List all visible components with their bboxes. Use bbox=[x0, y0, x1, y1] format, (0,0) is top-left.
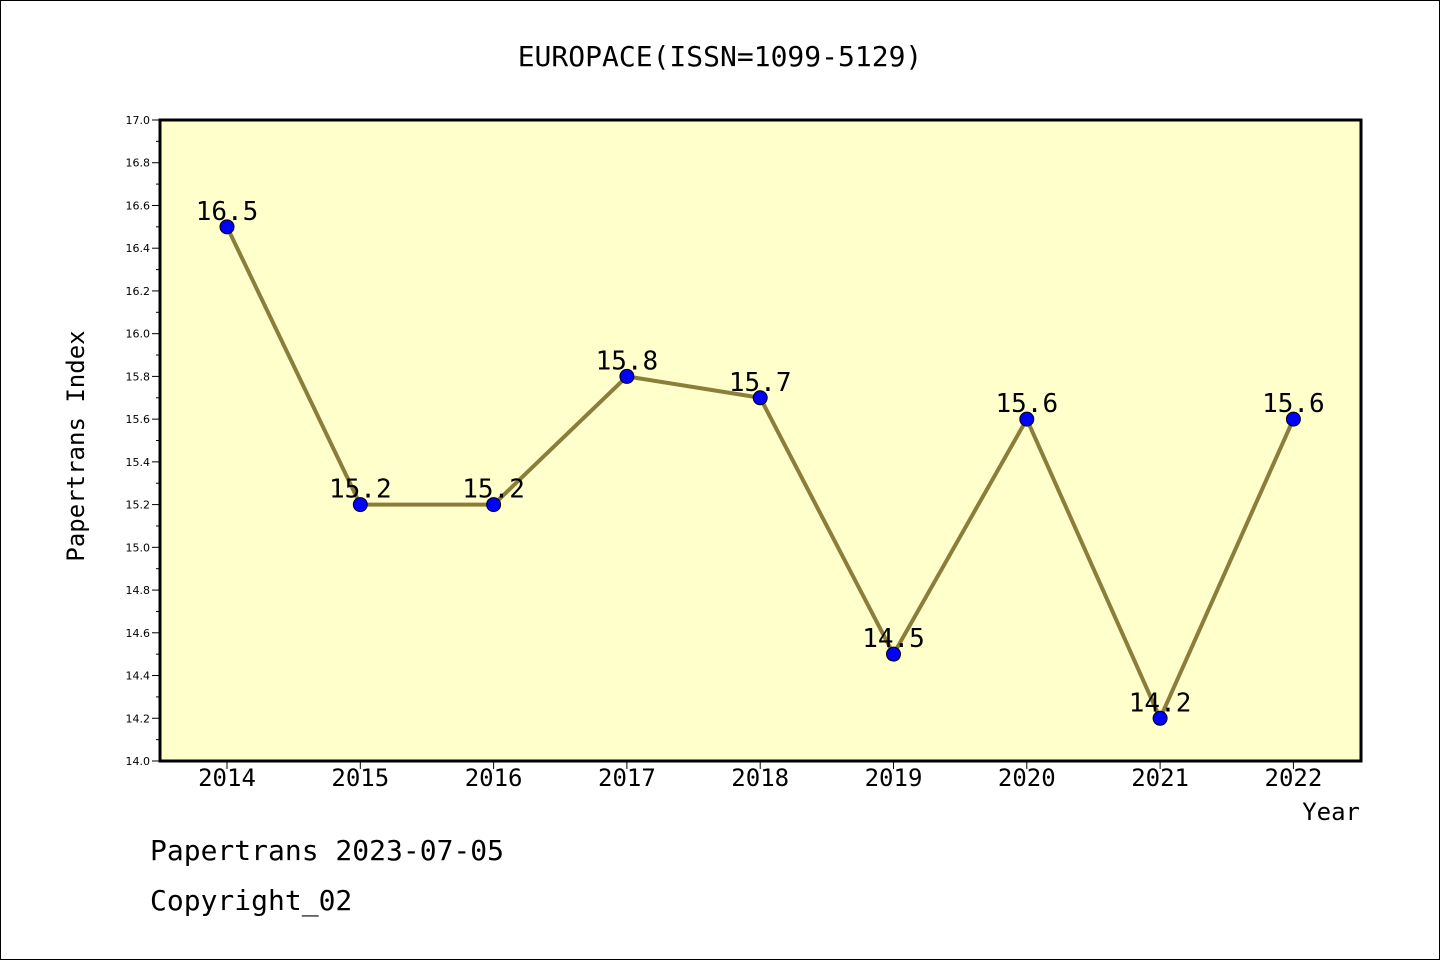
x-tick-label: 2021 bbox=[1131, 764, 1189, 792]
data-point bbox=[1285, 411, 1301, 427]
x-tick-label: 2018 bbox=[731, 764, 789, 792]
data-label: 15.7 bbox=[729, 368, 792, 398]
y-tick-label: 16.8 bbox=[126, 157, 151, 170]
y-tick-label: 14.6 bbox=[126, 627, 151, 640]
data-label: 14.2 bbox=[1129, 688, 1192, 718]
y-tick-label: 14.0 bbox=[126, 755, 151, 768]
x-axis-label: Year bbox=[1302, 798, 1360, 826]
x-tick-label: 2017 bbox=[598, 764, 656, 792]
plot-area bbox=[158, 118, 1363, 763]
data-label: 15.6 bbox=[1262, 389, 1325, 419]
x-axis: 2014 2015 2016 2017 2018 2019 2020 2021 2022 bbox=[198, 761, 1322, 792]
x-tick-label: 2015 bbox=[331, 764, 389, 792]
chart-title: EUROPACE(ISSN=1099-5129) bbox=[518, 40, 923, 73]
y-tick-label: 17.0 bbox=[126, 114, 151, 127]
y-tick-label: 14.4 bbox=[126, 670, 151, 683]
y-tick-label: 14.8 bbox=[126, 584, 151, 597]
data-label: 14.5 bbox=[862, 624, 925, 654]
x-tick-label: 2020 bbox=[998, 764, 1056, 792]
x-tick-label: 2016 bbox=[465, 764, 523, 792]
footer-date: Papertrans 2023-07-05 bbox=[150, 834, 505, 867]
x-tick-label: 2014 bbox=[198, 764, 256, 792]
data-point bbox=[486, 497, 502, 513]
series-layer: 16.5 15.2 15.2 15.8 15.7 14.5 15.6 14.2 15.6 bbox=[196, 197, 1325, 726]
y-tick-label: 14.2 bbox=[126, 712, 151, 725]
y-axis: 14.0 14.2 14.4 14.6 14.8 15.0 15.2 15.4 15.6 15.8… bbox=[126, 114, 160, 768]
data-point bbox=[219, 219, 235, 235]
data-point bbox=[619, 368, 635, 384]
y-tick-label: 16.4 bbox=[126, 242, 151, 255]
y-tick-label: 15.0 bbox=[126, 541, 151, 554]
data-point bbox=[1152, 710, 1168, 726]
x-tick-label: 2022 bbox=[1265, 764, 1323, 792]
y-tick-label: 15.4 bbox=[126, 456, 151, 469]
y-tick-label: 16.2 bbox=[126, 285, 151, 298]
y-tick-label: 16.0 bbox=[126, 328, 151, 341]
data-label: 15.6 bbox=[995, 389, 1058, 419]
footer-copyright: Copyright_02 bbox=[150, 884, 353, 917]
data-label: 15.2 bbox=[329, 475, 392, 505]
y-tick-label: 15.6 bbox=[126, 413, 151, 426]
y-axis-label: Papertrans Index bbox=[62, 330, 90, 561]
y-tick-label: 16.6 bbox=[126, 199, 151, 212]
data-point bbox=[1019, 411, 1035, 427]
data-point bbox=[886, 646, 901, 662]
data-label: 15.8 bbox=[596, 346, 659, 376]
data-point bbox=[752, 390, 768, 406]
data-label: 16.5 bbox=[196, 197, 259, 227]
data-label: 15.2 bbox=[462, 475, 525, 505]
data-point bbox=[352, 497, 368, 513]
x-tick-label: 2019 bbox=[865, 764, 923, 792]
y-tick-label: 15.2 bbox=[126, 499, 151, 512]
y-tick-label: 15.8 bbox=[126, 370, 151, 383]
